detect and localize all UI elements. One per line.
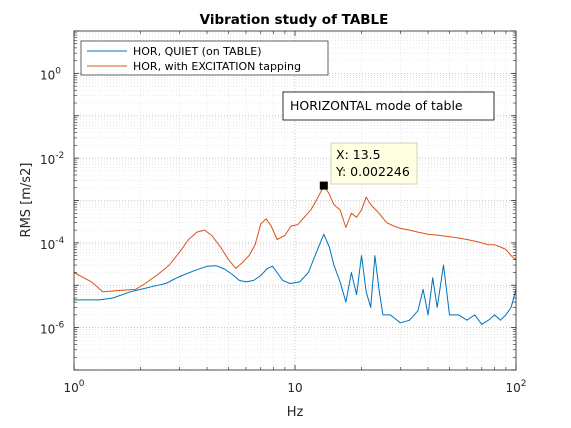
x-tick-labels: 100 10 102 [63, 379, 526, 395]
legend-label-quiet: HOR, QUIET (on TABLE) [133, 45, 261, 58]
tick-marks [73, 30, 517, 371]
datatip[interactable]: X: 13.5 Y: 0.002246 [319, 142, 418, 190]
x-tick-label: 10 [287, 381, 302, 395]
y-tick-label: 100 [40, 66, 61, 82]
y-tick-label: 10-4 [40, 236, 65, 252]
annotation-text: HORIZONTAL mode of table [290, 98, 463, 113]
y-tick-label: 10-6 [40, 321, 65, 337]
datatip-marker[interactable] [319, 181, 328, 190]
y-axis-label: RMS [m/s2] [19, 163, 34, 238]
legend-box [80, 40, 329, 76]
series-layer [73, 185, 517, 325]
annotation-textbox: HORIZONTAL mode of table [282, 91, 495, 121]
legend[interactable]: HOR, QUIET (on TABLE) HOR, with EXCITATI… [80, 40, 329, 76]
series-line-quiet [74, 233, 517, 325]
legend-label-excitation: HOR, with EXCITATION tapping [133, 60, 301, 73]
datatip-y-label: Y: 0.002246 [335, 164, 410, 179]
x-axis-label: Hz [287, 405, 304, 420]
y-tick-labels: 10-6 10-4 10-2 100 [40, 66, 65, 336]
annotation-box [282, 91, 495, 121]
series-line-excitation [73, 185, 517, 293]
x-tick-label: 102 [505, 379, 526, 395]
y-tick-label: 10-2 [40, 151, 64, 167]
plot-area[interactable] [73, 30, 517, 371]
x-tick-label: 100 [63, 379, 84, 395]
datatip-x-label: X: 13.5 [336, 147, 381, 162]
datatip-box [330, 142, 418, 185]
chart-title: Vibration study of TABLE [200, 12, 389, 28]
